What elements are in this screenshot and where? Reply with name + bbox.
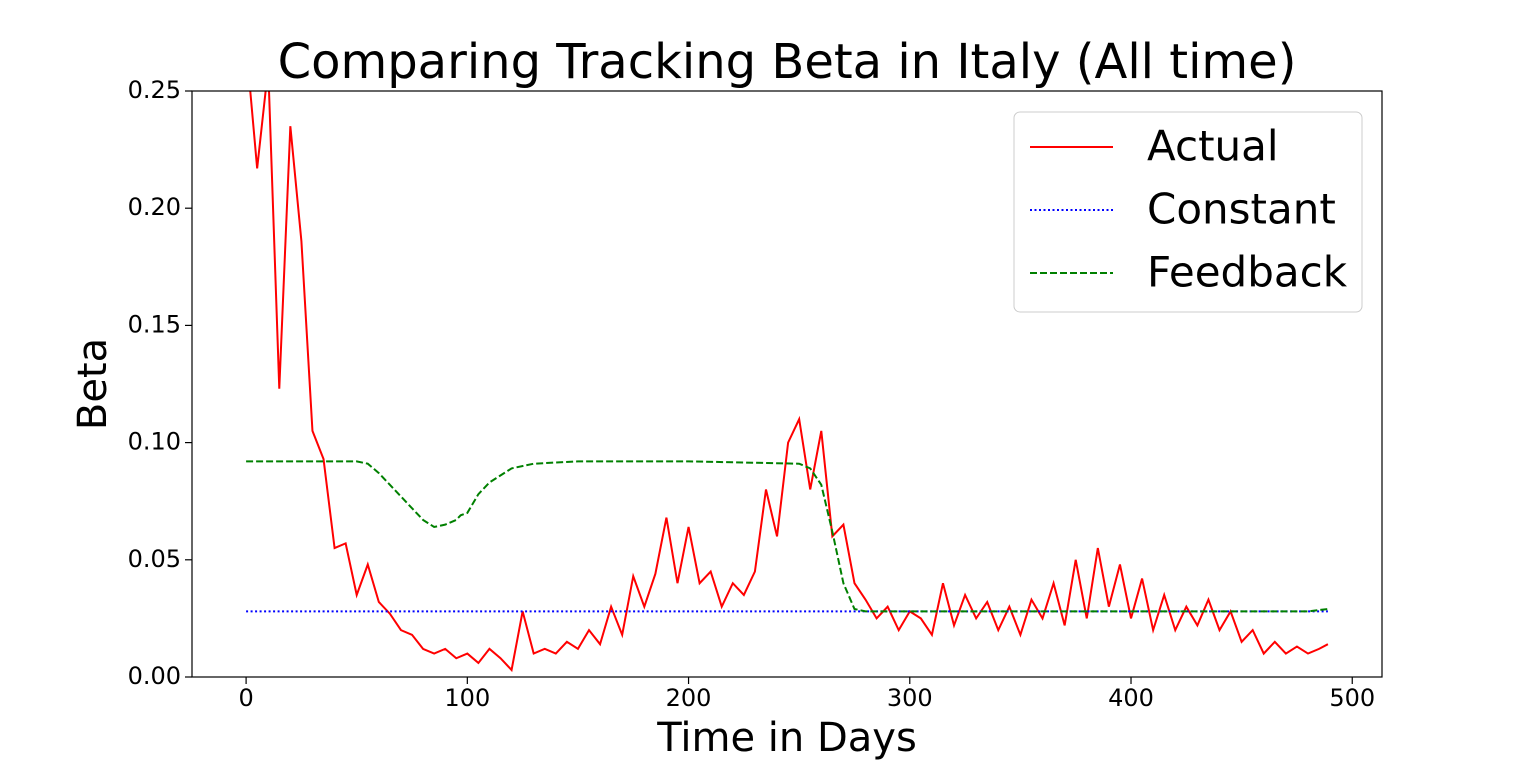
y-tick-label: 0.00 [128, 662, 181, 690]
plot-lines [246, 91, 1329, 673]
plot-frame [191, 90, 1383, 678]
legend-label: Feedback [1147, 248, 1348, 297]
legend-box [1013, 111, 1363, 313]
legend-label: Constant [1147, 185, 1336, 234]
series-line [246, 460, 1329, 613]
legend-label: Actual [1147, 122, 1279, 171]
x-axis-label: Time in Days [656, 715, 917, 761]
x-tick-label: 0 [238, 684, 253, 712]
series-line [249, 91, 1329, 673]
chart-title: Comparing Tracking Beta in Italy (All ti… [278, 34, 1297, 90]
x-tick-label: 200 [666, 684, 712, 712]
y-tick-label: 0.10 [128, 428, 181, 456]
x-tick-label: 500 [1329, 684, 1375, 712]
y-tick-label: 0.25 [128, 76, 181, 104]
x-tick-label: 100 [444, 684, 490, 712]
y-tick-label: 0.15 [128, 310, 181, 338]
x-tick-label: 400 [1108, 684, 1154, 712]
y-tick-label: 0.05 [128, 545, 181, 573]
legend: Actual Constant Feedback [1013, 111, 1363, 313]
x-tick-label: 300 [887, 684, 933, 712]
y-axis-label: Beta [70, 338, 116, 430]
y-tick-label: 0.20 [128, 193, 181, 221]
